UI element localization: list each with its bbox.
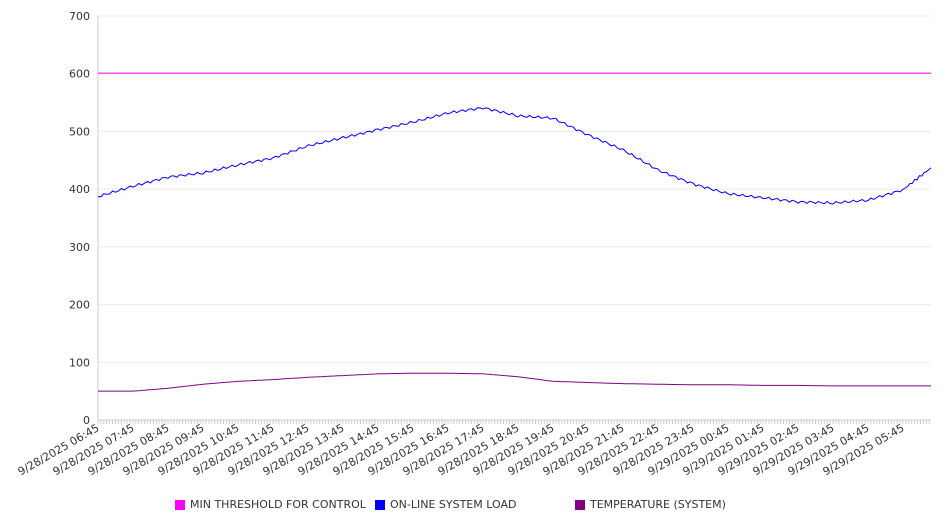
- legend-swatch: [575, 499, 585, 510]
- y-tick-label: 200: [69, 299, 90, 312]
- legend-label: TEMPERATURE (SYSTEM): [590, 498, 726, 511]
- y-tick-label: 400: [69, 183, 90, 196]
- y-tick-label: 300: [69, 241, 90, 254]
- y-tick-label: 500: [69, 125, 90, 138]
- legend-item-load[interactable]: ON-LINE SYSTEM LOAD: [375, 498, 516, 511]
- legend-label: ON-LINE SYSTEM LOAD: [390, 498, 517, 511]
- legend-swatch: [375, 499, 385, 510]
- series-line-2: [98, 372, 932, 392]
- legend-swatch: [175, 499, 185, 510]
- legend-label: MIN THRESHOLD FOR CONTROL: [190, 498, 366, 511]
- legend-item-threshold[interactable]: MIN THRESHOLD FOR CONTROL: [175, 498, 366, 511]
- y-tick-label: 700: [69, 10, 90, 23]
- y-tick-label: 600: [69, 68, 90, 81]
- series-line-1: [97, 107, 932, 205]
- y-tick-label: 0: [83, 414, 90, 427]
- y-tick-label: 100: [69, 356, 90, 369]
- legend-item-temperature[interactable]: TEMPERATURE (SYSTEM): [575, 498, 726, 511]
